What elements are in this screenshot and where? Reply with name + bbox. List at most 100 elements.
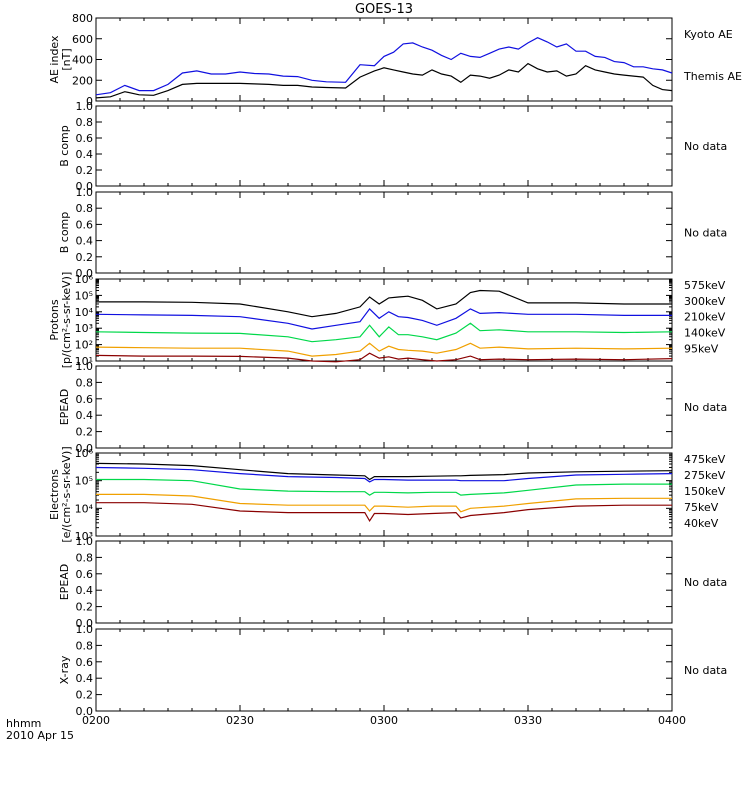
y-axis-label: B comp [58,212,71,254]
x-tick-label: 0400 [658,714,686,727]
series-line-300kev [95,342,673,357]
panel-frame [95,365,673,449]
y-axis-label: Electrons [48,469,61,520]
series-line-575kev [95,352,673,363]
y-tick-label: 0.8 [76,376,94,389]
legend-entry: Themis AE [683,70,742,83]
y-tick-label: 1.0 [76,360,94,373]
y-tick-label: 1.0 [76,623,94,636]
y-tick-label: 0.0 [76,267,94,280]
legend-entry: 140keV [684,327,726,340]
y-tick-label: 0.6 [76,132,94,145]
y-tick-label: 0.8 [76,202,94,215]
y-tick-label: 0.2 [76,251,94,264]
y-tick-label: 0.2 [76,601,94,614]
x-tick-label: 0230 [226,714,254,727]
legend-entry: 300keV [684,295,726,308]
panel-frame [95,540,673,624]
y-tick-label: 0.2 [76,689,94,702]
y-tick-label: 0.0 [76,180,94,193]
series-line-275kev [96,493,672,513]
y-tick-label: 10⁴ [75,502,94,515]
series-line-40kev [95,462,673,481]
date-label: 2010 Apr 15 [6,729,75,742]
y-tick-label: 800 [72,12,93,25]
y-tick-label: 1.0 [76,100,94,113]
series-line-75kev [95,466,673,483]
series-line-475kev [96,502,672,523]
y-tick-label: 0.4 [76,148,94,161]
panel-frame [95,628,673,712]
y-tick-label: 10² [75,339,93,352]
y-tick-label: 0 [86,95,93,108]
time-axis-label: hhmm [6,717,42,730]
series-line-kyoto-ae [95,37,673,96]
y-tick-label: 0.6 [76,218,94,231]
y-tick-label: 0.4 [76,584,94,597]
no-data-label: No data [684,140,727,153]
y-axis-label: [nT] [60,48,73,70]
y-tick-label: 0.0 [76,617,94,630]
x-tick-label: 0200 [82,714,110,727]
series-line-210kev [95,322,673,343]
no-data-label: No data [684,664,727,677]
series-line-150kev [96,478,672,496]
series-line-95kev [96,289,672,318]
y-tick-label: 0.6 [76,656,94,669]
y-axis-label: [e/(cm²-s-sr-keV)] [60,446,73,542]
y-tick-label: 10³ [75,322,93,335]
y-tick-label: 0.4 [76,672,94,685]
legend-entry: 40keV [684,517,719,530]
y-tick-label: 0.8 [76,639,94,652]
chart-title: GOES-13 [355,2,413,17]
no-data-label: No data [684,576,727,589]
y-tick-label: 0.6 [76,393,94,406]
y-tick-label: 0.8 [76,551,94,564]
panel-frame [95,17,673,102]
y-tick-label: 10⁶ [75,447,94,460]
y-tick-label: 10⁶ [75,273,94,286]
y-tick-label: 0.0 [76,442,94,455]
legend-entry: 275keV [684,469,726,482]
y-axis-label: B comp [58,125,71,167]
y-tick-label: 10⁴ [75,306,94,319]
x-tick-label: 0300 [370,714,398,727]
panel-frame [95,105,673,187]
series-line-140kev [95,307,672,330]
y-axis-label: [p/(cm²-s-sr-keV)] [60,272,73,369]
y-tick-label: 0.0 [76,705,94,718]
legend-entry: 95keV [684,342,719,355]
y-tick-label: 0.6 [76,568,94,581]
legend-entry: 75keV [684,501,719,514]
legend-entry: Kyoto AE [684,28,733,41]
panel-frame [95,191,673,274]
y-tick-label: 10¹ [75,355,93,368]
no-data-label: No data [684,227,727,240]
legend-entry: 210keV [684,311,726,324]
y-tick-label: 10³ [75,530,93,543]
y-axis-label: Protons [48,299,61,340]
legend-entry: 475keV [684,453,726,466]
y-tick-label: 1.0 [76,186,94,199]
y-tick-label: 10⁵ [75,289,93,302]
legend-entry: 150keV [684,485,726,498]
y-axis-label: EPEAD [58,389,71,426]
y-axis-label: EPEAD [58,564,71,601]
y-tick-label: 400 [72,54,93,67]
y-axis-label: AE index [48,35,61,84]
no-data-label: No data [684,401,727,414]
y-tick-label: 600 [72,33,93,46]
y-tick-label: 0.8 [76,116,94,129]
y-tick-label: 0.2 [76,164,94,177]
y-axis-label: X-ray [58,655,71,684]
y-tick-label: 10⁵ [75,475,93,488]
x-tick-label: 0330 [514,714,542,727]
y-tick-label: 0.2 [76,426,94,439]
y-tick-label: 0.4 [76,409,94,422]
series-line-themis-ae [95,62,673,99]
y-tick-label: 200 [72,74,93,87]
y-tick-label: 0.4 [76,235,94,248]
y-tick-label: 1.0 [76,535,94,548]
legend-entry: 575keV [684,279,726,292]
